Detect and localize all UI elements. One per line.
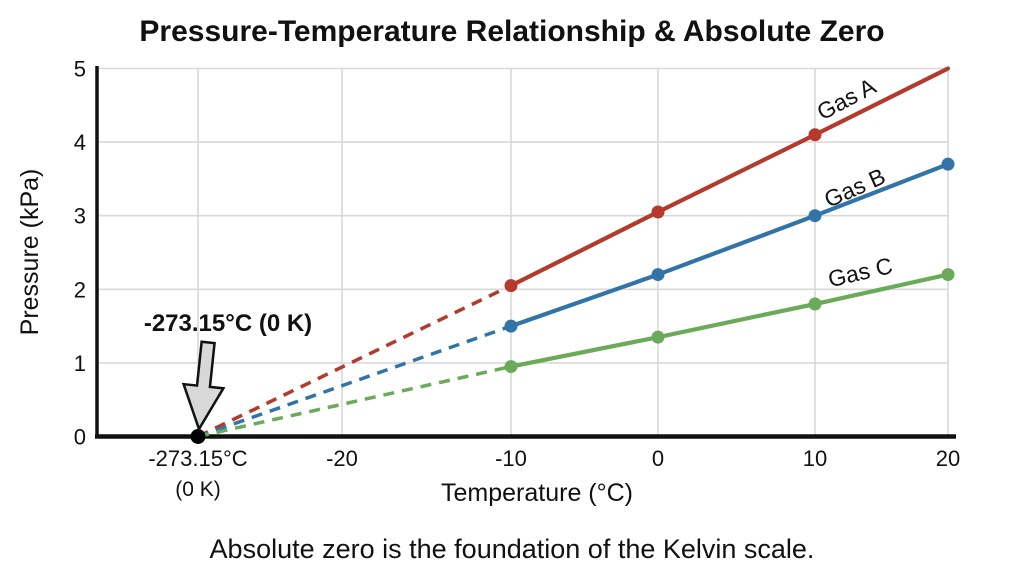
series-line-gas-b [508, 162, 951, 329]
data-point-gas-b [941, 157, 955, 171]
extrapolation-line-gas-a [197, 284, 512, 439]
series-label-gas-c: Gas C [826, 252, 895, 292]
x-axis-title: Temperature (°C) [441, 479, 633, 507]
series-label-gas-b: Gas B [820, 163, 889, 213]
y-tick-label: 0 [74, 425, 86, 450]
y-tick-label: 1 [74, 351, 86, 376]
x-tick-sublabel: (0 K) [175, 478, 221, 501]
data-point-gas-c [808, 297, 822, 311]
data-point-gas-c [651, 330, 665, 344]
series-line-gas-a [508, 66, 951, 288]
data-point-gas-b [504, 319, 518, 333]
data-point-gas-c [504, 360, 518, 374]
y-tick-label: 3 [74, 204, 86, 229]
x-tick-label: -273.15°C [148, 446, 247, 471]
caption: Absolute zero is the foundation of the K… [210, 534, 815, 564]
data-point-gas-b [651, 268, 665, 282]
x-tick-label: -20 [326, 446, 358, 471]
x-tick-label: 0 [652, 446, 664, 471]
extrapolation-line-gas-b [197, 324, 512, 439]
x-tick-label: 20 [936, 446, 960, 471]
absolute-zero-point [190, 429, 206, 444]
data-point-gas-a [808, 128, 822, 142]
extrapolation-line-gas-c [197, 364, 512, 439]
y-tick-label: 5 [74, 57, 86, 82]
data-point-gas-c [941, 268, 955, 282]
y-axis-title: Pressure (kPa) [16, 169, 44, 336]
data-point-gas-a [651, 205, 665, 219]
series-line-gas-c [508, 272, 951, 369]
absolute-zero-annotation: -273.15°C (0 K) [144, 310, 312, 337]
data-point-gas-b [808, 209, 822, 223]
y-tick-label: 4 [74, 130, 86, 155]
y-tick-label: 2 [74, 277, 86, 302]
x-tick-label: -10 [495, 446, 527, 471]
chart-title: Pressure-Temperature Relationship & Abso… [139, 15, 884, 48]
data-point-gas-a [504, 279, 518, 293]
absolute-zero-arrow-icon [181, 340, 226, 432]
x-tick-label: 10 [803, 446, 827, 471]
